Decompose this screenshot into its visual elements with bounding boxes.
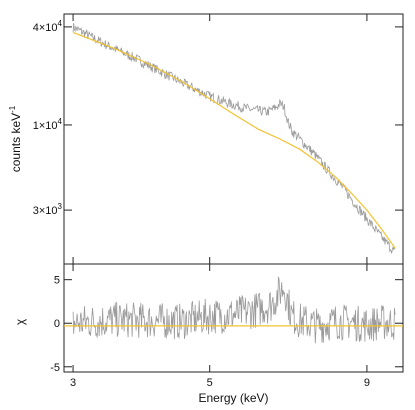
residual-x-tick-label: 9 [364,377,370,389]
tick-mantissa: 4×10 [33,22,58,34]
tick-mantissa: 1×10 [33,120,58,132]
spectrum-data-line [72,23,396,254]
ylabel-text: counts keV [9,113,23,172]
tick-exponent: 3 [58,202,63,211]
spectrum-frame [63,13,404,265]
spectrum-y-axis-label: counts keV-1 [8,105,23,172]
residual-y-axis-label: χ [13,318,27,325]
residual-y-tick-label: 0 [54,318,60,330]
tick-exponent: 4 [58,117,63,126]
residual-y-tick-label: 5 [54,275,60,287]
spectrum-y-tick-label: 4×104 [33,19,63,34]
residual-frame [63,263,404,373]
residual-x-tick-label: 3 [70,377,76,389]
residual-x-tick-label: 5 [207,377,213,389]
ylabel-superscript: -1 [8,105,17,113]
spectrum-y-tick-label: 1×104 [33,117,63,132]
spectrum-model-line [72,31,396,249]
residual-panel: 3 5 9 5 0 -5 χ Energy (keV) [13,263,404,405]
residual-data-line [72,276,396,344]
x-axis-label: Energy (keV) [198,391,268,405]
tick-mantissa: 3×10 [33,205,58,217]
tick-exponent: 4 [58,19,63,28]
spectrum-y-tick-label: 3×103 [33,202,63,217]
residual-y-tick-label: -5 [50,362,60,374]
